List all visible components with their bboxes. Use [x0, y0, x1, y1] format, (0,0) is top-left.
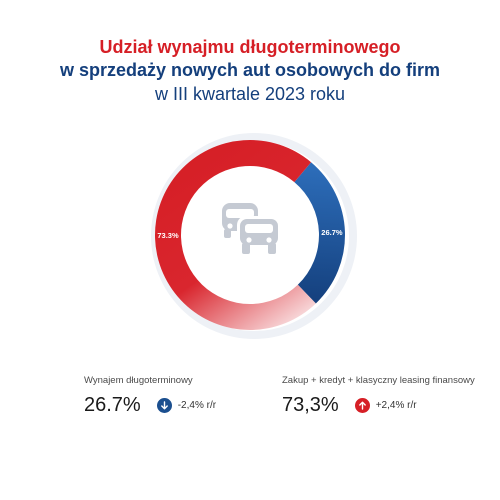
slice-data-label: 73.3% — [157, 231, 179, 240]
stat-value: 73,3% — [282, 394, 339, 416]
cars-icon — [222, 203, 281, 254]
stat-change: -2,4% r/r — [177, 400, 217, 411]
donut-slice-long-term-rental — [294, 162, 345, 304]
donut-halo — [151, 133, 357, 339]
title-line-1: Udział wynajmu długoterminowego — [99, 37, 401, 57]
arrow-down-icon — [156, 398, 172, 413]
stat-label: Zakup + kredyt + klasyczny leasing finan… — [282, 375, 475, 386]
stat-long-term-rental: Wynajem długoterminowy 26.7% -2,4% r/r — [84, 375, 216, 417]
title-line-3: w III kwartale 2023 roku — [154, 84, 346, 104]
stat-value: 26.7% — [84, 394, 141, 416]
stat-change: +2,4% r/r — [375, 400, 417, 411]
slice-data-label: 26.7% — [321, 228, 343, 237]
chart-title: Udział wynajmu długoterminowego w sprzed… — [0, 36, 500, 106]
title-line-2: w sprzedaży nowych aut osobowych do firm — [59, 60, 441, 80]
stat-purchase-credit-leasing: Zakup + kredyt + klasyczny leasing finan… — [282, 375, 475, 417]
arrow-up-icon — [354, 398, 370, 413]
stat-label: Wynajem długoterminowy — [84, 375, 193, 386]
donut-slice-purchase-credit-leasing — [155, 140, 316, 331]
